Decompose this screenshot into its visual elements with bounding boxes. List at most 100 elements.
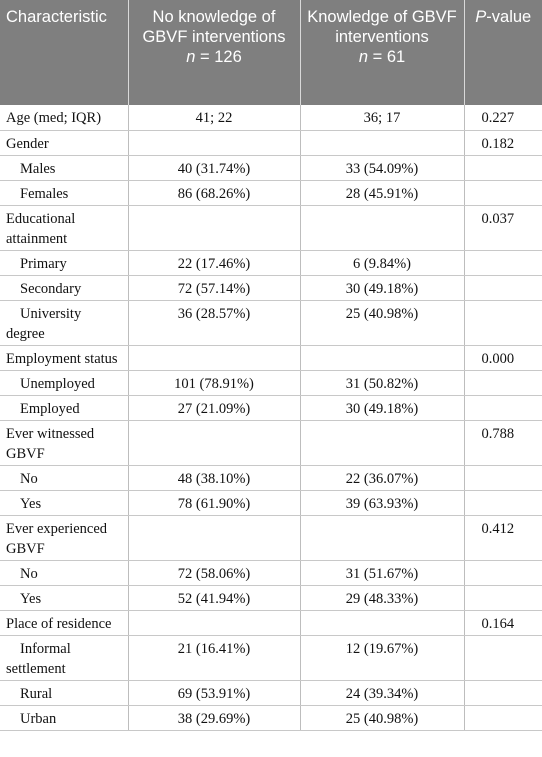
row-label: No [0,465,129,491]
table-row: Urban 38 (29.69%) 25 (40.98%) [0,705,542,731]
table-cell: 22 (17.46%) [128,250,301,276]
table-row: Age (med; IQR) 41; 22 36; 17 0.227 [0,105,542,131]
table-cell: 0.037 [464,205,542,251]
table-cell [464,300,542,346]
row-label: Gender [0,130,129,156]
table-row: Primary 22 (17.46%) 6 (9.84%) [0,250,542,276]
table-cell: 6 (9.84%) [300,250,465,276]
table-cell: 33 (54.09%) [300,155,465,181]
header-row: Characteristic No knowledge of GBVF inte… [0,0,542,105]
table-cell [464,585,542,611]
table-cell [300,130,465,156]
table-cell [464,370,542,396]
table-cell: 39 (63.93%) [300,490,465,516]
table-cell: 72 (58.06%) [128,560,301,586]
row-label: No [0,560,129,586]
row-label: Informal settlement [0,635,129,681]
table-row: Yes 78 (61.90%) 39 (63.93%) [0,490,542,516]
data-table: Characteristic No knowledge of GBVF inte… [0,0,542,731]
row-label: Unemployed [0,370,129,396]
table-row: Informal settlement 21 (16.41%) 12 (19.67%… [0,635,542,681]
table-cell [300,420,465,466]
table-cell: 27 (21.09%) [128,395,301,421]
row-label: Urban [0,705,129,731]
row-label: Ever experienced GBVF [0,515,129,561]
table-cell: 0.788 [464,420,542,466]
table-cell: 101 (78.91%) [128,370,301,396]
table-cell: 36 (28.57%) [128,300,301,346]
table-cell [128,205,301,251]
table-cell [300,205,465,251]
table-cell: 30 (49.18%) [300,395,465,421]
table-cell [464,490,542,516]
table-cell: 36; 17 [300,105,465,131]
row-label: Females [0,180,129,206]
n-value: = 126 [200,48,242,66]
table-cell: 28 (45.91%) [300,180,465,206]
table-cell [300,345,465,371]
table-cell: 40 (31.74%) [128,155,301,181]
row-label: Rural [0,680,129,706]
table-cell [464,635,542,681]
table-cell [128,130,301,156]
table-cell [464,250,542,276]
table-row: Ever witnessed GBVF 0.788 [0,420,542,466]
table-row: Rural 69 (53.91%) 24 (39.34%) [0,680,542,706]
table-cell: 41; 22 [128,105,301,131]
table-row: Males 40 (31.74%) 33 (54.09%) [0,155,542,181]
header-cell: Knowledge of GBVF interventions n = 61 [300,0,465,105]
table-cell [464,180,542,206]
table-row: No 72 (58.06%) 31 (51.67%) [0,560,542,586]
header-cell: Characteristic [0,0,129,105]
table-row: Yes 52 (41.94%) 29 (48.33%) [0,585,542,611]
table-cell: 0.227 [464,105,542,131]
table-cell [128,515,301,561]
table-cell [464,155,542,181]
table-cell: 30 (49.18%) [300,275,465,301]
n-symbol: n [186,48,196,66]
table-row: Place of residence 0.164 [0,610,542,636]
table-cell: 86 (68.26%) [128,180,301,206]
row-label: University degree [0,300,129,346]
row-label: Males [0,155,129,181]
row-label: Age (med; IQR) [0,105,129,131]
table-cell: 29 (48.33%) [300,585,465,611]
table-cell: 69 (53.91%) [128,680,301,706]
table-body: Age (med; IQR) 41; 22 36; 17 0.227 Gender 0.1… [0,105,542,731]
table-cell [128,420,301,466]
table-cell: 0.164 [464,610,542,636]
table-cell: 25 (40.98%) [300,300,465,346]
table-cell: 22 (36.07%) [300,465,465,491]
table-cell: 31 (50.82%) [300,370,465,396]
row-label: Employed [0,395,129,421]
table-row: University degree 36 (28.57%) 25 (40.98%) [0,300,542,346]
table-row: Employment status 0.000 [0,345,542,371]
table-cell: 0.182 [464,130,542,156]
table-cell [464,705,542,731]
n-symbol: n [358,48,368,66]
table-cell: 0.000 [464,345,542,371]
table-row: Educational attainment 0.037 [0,205,542,251]
table-cell: 48 (38.10%) [128,465,301,491]
table-row: Secondary 72 (57.14%) 30 (49.18%) [0,275,542,301]
table-cell: 25 (40.98%) [300,705,465,731]
row-label: Yes [0,585,129,611]
table-cell [464,395,542,421]
table-row: Unemployed 101 (78.91%) 31 (50.82%) [0,370,542,396]
row-label: Educational attainment [0,205,129,251]
table-row: Females 86 (68.26%) 28 (45.91%) [0,180,542,206]
table-cell [128,345,301,371]
n-value: = 61 [372,48,406,66]
row-label: Yes [0,490,129,516]
table-cell: 52 (41.94%) [128,585,301,611]
row-label: Ever witnessed GBVF [0,420,129,466]
table-cell: 31 (51.67%) [300,560,465,586]
row-label: Secondary [0,275,129,301]
table-cell: 72 (57.14%) [128,275,301,301]
p-symbol: P [475,8,487,26]
table-row: Gender 0.182 [0,130,542,156]
table-cell: 12 (19.67%) [300,635,465,681]
table-cell: 38 (29.69%) [128,705,301,731]
table-cell: 0.412 [464,515,542,561]
